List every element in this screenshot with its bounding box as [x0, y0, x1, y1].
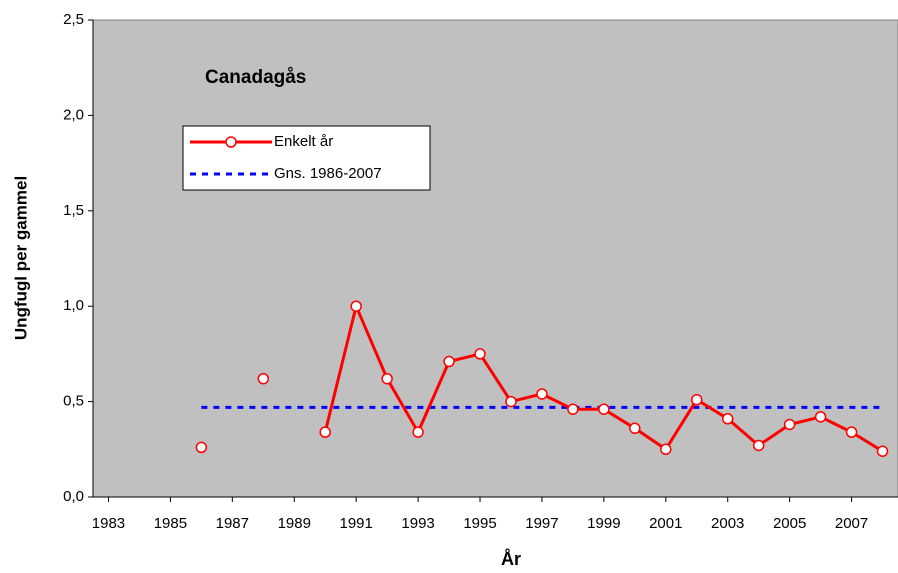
chart-title: Canadagås: [205, 67, 306, 88]
data-point: [412, 426, 424, 438]
data-point: [443, 355, 455, 368]
x-tick-label: 1987: [216, 515, 249, 532]
data-point: [350, 300, 362, 312]
data-point: [381, 372, 393, 385]
data-point: [876, 445, 889, 457]
x-tick-label: 1993: [401, 515, 434, 532]
y-tick-label: 0,0: [63, 488, 84, 505]
data-point: [505, 395, 517, 408]
data-point: [721, 413, 734, 425]
y-axis-label: Ungfugl per gammel: [11, 176, 30, 340]
x-tick-label: 2007: [835, 515, 868, 532]
plot-area: [92, 19, 898, 498]
x-axis-label: År: [501, 549, 521, 569]
data-point: [691, 393, 703, 406]
data-point: [195, 441, 208, 454]
legend-label: Gns. 1986-2007: [274, 165, 382, 182]
x-tick-label: 2001: [649, 515, 682, 532]
data-point: [257, 372, 270, 385]
y-tick-label: 2,0: [63, 106, 84, 123]
x-tick-label: 2003: [711, 515, 744, 532]
x-tick-label: 1997: [525, 515, 558, 532]
legend-marker: [225, 136, 237, 148]
x-tick-label: 1985: [154, 515, 187, 532]
y-tick-label: 0,5: [63, 393, 84, 410]
data-point: [598, 403, 610, 415]
x-tick-label: 1991: [339, 515, 372, 532]
data-point: [319, 426, 331, 438]
y-tick-label: 1,0: [63, 297, 84, 314]
legend-label: Enkelt år: [274, 133, 333, 150]
legend: [182, 125, 431, 191]
x-tick-label: 1995: [463, 515, 496, 532]
data-point: [845, 426, 858, 438]
y-tick-label: 2,5: [63, 11, 84, 28]
data-point: [752, 439, 765, 452]
data-point: [783, 418, 796, 431]
y-tick-label: 1,5: [63, 202, 84, 219]
x-tick-label: 1989: [278, 515, 311, 532]
data-point: [814, 411, 827, 423]
data-point: [536, 388, 548, 400]
data-point: [474, 348, 486, 360]
data-point: [629, 422, 641, 435]
data-point: [660, 443, 672, 456]
x-tick-label: 2005: [773, 515, 806, 532]
x-tick-label: 1983: [92, 515, 125, 532]
data-point: [567, 403, 579, 415]
x-tick-label: 1999: [587, 515, 620, 532]
